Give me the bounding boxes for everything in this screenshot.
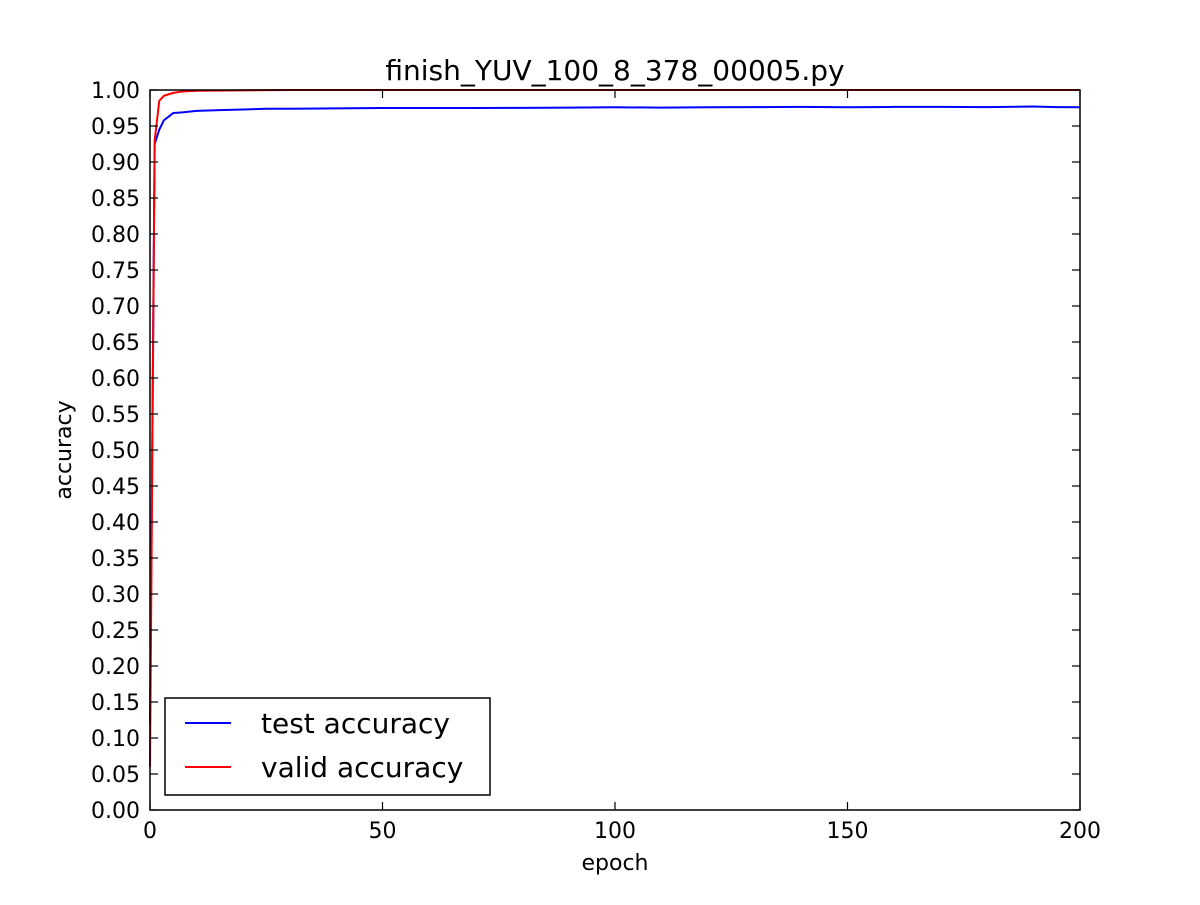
legend-label-valid-accuracy: valid accuracy (261, 751, 463, 784)
y-tick-label: 0.75 (91, 259, 140, 284)
legend: test accuracy valid accuracy (164, 697, 491, 796)
y-tick-label: 0.05 (91, 763, 140, 788)
y-tick-label: 0.35 (91, 547, 140, 572)
x-tick-label: 100 (594, 819, 636, 844)
y-tick-label: 0.95 (91, 115, 140, 140)
x-tick-label: 0 (143, 819, 157, 844)
x-tick-label: 50 (369, 819, 397, 844)
legend-box (164, 697, 491, 796)
series-line-test-accuracy (149, 105, 1081, 724)
y-tick-label: 0.90 (91, 151, 140, 176)
y-tick-label: 0.40 (91, 511, 140, 536)
y-tick-label: 0.45 (91, 475, 140, 500)
y-tick-label: 0.60 (91, 367, 140, 392)
x-axis-label: epoch (582, 851, 649, 876)
x-tick-label: 150 (827, 819, 869, 844)
legend-label-test-accuracy: test accuracy (261, 707, 450, 740)
y-tick-label: 0.15 (91, 691, 140, 716)
y-tick-label: 0.55 (91, 403, 140, 428)
y-tick-label: 0.25 (91, 619, 140, 644)
y-tick-label: 0.65 (91, 331, 140, 356)
y-tick-label: 0.10 (91, 727, 140, 752)
y-tick-label: 0.30 (91, 583, 140, 608)
y-tick-label: 0.20 (91, 655, 140, 680)
chart-title: finish_YUV_100_8_378_00005.py (385, 54, 844, 87)
plot-frame (149, 89, 1081, 811)
y-tick-label: 1.00 (91, 79, 140, 104)
y-tick-label: 0.80 (91, 223, 140, 248)
y-tick-label: 0.00 (91, 799, 140, 824)
x-tick-label: 200 (1059, 819, 1101, 844)
y-axis-label: accuracy (52, 400, 77, 499)
y-tick-label: 0.70 (91, 295, 140, 320)
axis-ticks: 0 50 100 150 200 0.00 0.05 0.10 0.15 0.20 0.25 0.30… (91, 79, 1101, 844)
y-tick-label: 0.85 (91, 187, 140, 212)
y-tick-label: 0.50 (91, 439, 140, 464)
